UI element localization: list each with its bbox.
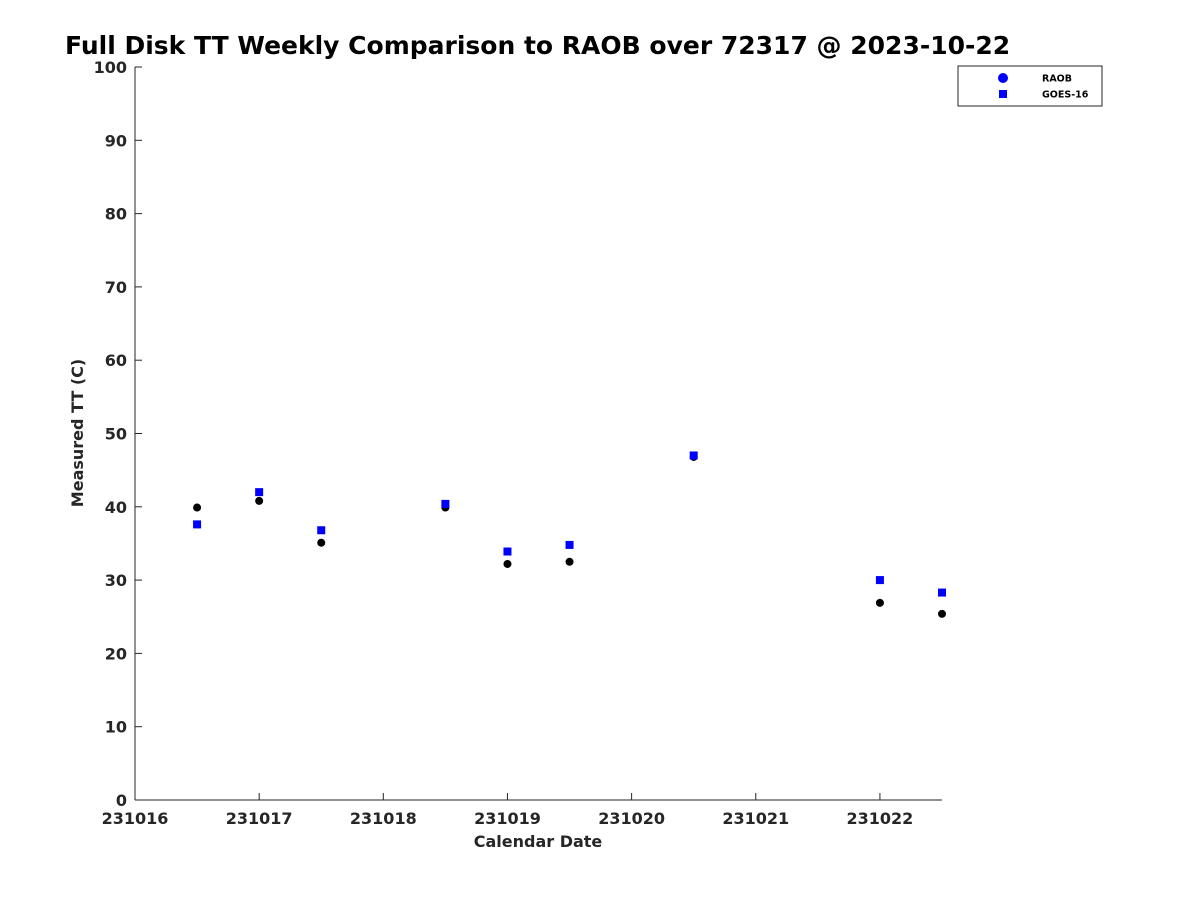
raob-point (503, 559, 512, 568)
goes16-point (565, 540, 574, 549)
legend-label: GOES-16 (1042, 90, 1089, 101)
raob-point (875, 598, 884, 607)
y-tick-label: 90 (105, 131, 127, 150)
x-axis-label: Calendar Date (474, 832, 603, 851)
y-tick-label: 70 (105, 278, 127, 297)
y-tick-label: 50 (105, 425, 127, 444)
y-tick-label: 60 (105, 351, 127, 370)
raob-point (317, 538, 326, 547)
goes16-point (938, 588, 946, 597)
legend: RAOB GOES-16 (957, 65, 1103, 107)
raob-point (255, 496, 264, 505)
x-tick-label: 231019 (474, 809, 541, 828)
goes16-point (317, 526, 326, 535)
y-tick-label: 0 (116, 791, 127, 810)
x-tick-label: 231016 (102, 809, 169, 828)
x-tick-label: 231021 (722, 809, 789, 828)
x-axis-ticks: 231016 231017 231018 231019 231020 231021 2310… (102, 793, 914, 828)
legend-label: RAOB (1042, 74, 1072, 85)
goes16-point (255, 488, 264, 497)
x-tick-label: 231020 (598, 809, 665, 828)
goes16-point (689, 451, 698, 460)
chart-title: Full Disk TT Weekly Comparison to RAOB o… (65, 31, 1010, 60)
raob-point (193, 503, 202, 512)
goes16-point (441, 499, 450, 508)
legend-items: RAOB GOES-16 (998, 73, 1089, 101)
x-tick-label: 231018 (350, 809, 417, 828)
y-tick-label: 80 (105, 205, 127, 224)
data-points (193, 451, 946, 618)
goes16-point (193, 520, 202, 529)
y-tick-label: 100 (94, 58, 127, 77)
x-tick-label: 231022 (847, 809, 914, 828)
y-axis-label: Measured TT (C) (68, 359, 87, 507)
legend-marker-raob (998, 73, 1008, 83)
x-tick-label: 231017 (226, 809, 293, 828)
goes16-point (875, 576, 884, 585)
legend-box (957, 65, 1103, 107)
legend-marker-goes16 (999, 90, 1007, 98)
plot-area (134, 67, 942, 801)
y-tick-label: 40 (105, 498, 127, 517)
raob-point (565, 557, 574, 566)
y-tick-label: 10 (105, 718, 127, 737)
y-tick-label: 20 (105, 644, 127, 663)
raob-point (938, 609, 946, 618)
y-axis-ticks: 0 10 20 30 40 50 60 70 80 90 100 (94, 58, 142, 810)
y-tick-label: 30 (105, 571, 127, 590)
goes16-point (503, 547, 512, 556)
